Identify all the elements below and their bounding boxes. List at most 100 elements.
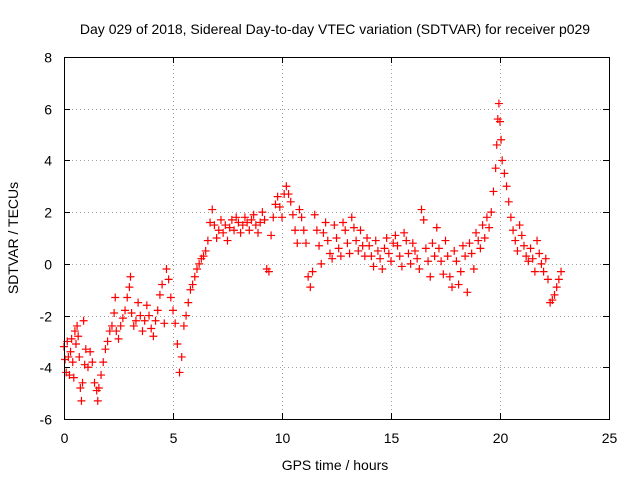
- y-tick-label: 4: [44, 153, 52, 169]
- data-point: [352, 236, 361, 245]
- data-point: [271, 200, 280, 209]
- data-point: [504, 197, 513, 206]
- data-point: [278, 213, 286, 222]
- data-point: [384, 249, 393, 258]
- y-tick-label: -4: [40, 360, 53, 376]
- y-tick-label: -6: [40, 412, 53, 428]
- y-tick-label: 0: [44, 257, 52, 273]
- data-point: [236, 228, 245, 237]
- data-point: [155, 290, 164, 299]
- data-point: [240, 213, 249, 222]
- data-point: [291, 226, 300, 235]
- data-point: [247, 215, 256, 224]
- data-point: [88, 358, 97, 367]
- data-point: [343, 239, 352, 248]
- data-point: [199, 252, 208, 261]
- data-point: [69, 373, 78, 382]
- data-point: [535, 249, 544, 258]
- data-point: [312, 226, 321, 235]
- data-point: [216, 215, 225, 224]
- data-point: [79, 316, 88, 325]
- data-point: [537, 259, 546, 268]
- data-point: [65, 371, 74, 380]
- data-point: [330, 221, 339, 230]
- data-point: [502, 182, 511, 191]
- data-point: [201, 246, 210, 255]
- data-point: [306, 283, 315, 292]
- data-point: [251, 221, 260, 230]
- data-point: [90, 378, 99, 387]
- data-point: [492, 140, 501, 149]
- data-point: [526, 244, 535, 253]
- data-point: [365, 241, 374, 250]
- data-point: [184, 298, 193, 307]
- data-point: [299, 226, 308, 235]
- data-point: [363, 234, 372, 242]
- data-point: [74, 332, 83, 341]
- data-point: [68, 358, 77, 367]
- data-point: [509, 226, 518, 235]
- data-point: [67, 334, 76, 343]
- data-point: [356, 226, 365, 235]
- data-point: [151, 316, 160, 325]
- data-point: [498, 156, 507, 165]
- data-point: [149, 332, 158, 341]
- data-point: [173, 340, 182, 349]
- data-point: [321, 218, 330, 227]
- data-point: [480, 234, 489, 242]
- data-point: [269, 213, 278, 222]
- data-point: [114, 334, 123, 343]
- data-point: [210, 221, 219, 230]
- data-point: [369, 262, 378, 271]
- data-point: [71, 340, 80, 349]
- data-point: [140, 316, 149, 325]
- data-point: [112, 327, 121, 336]
- data-point: [404, 249, 413, 258]
- data-point: [267, 231, 276, 240]
- data-point: [145, 311, 154, 320]
- data-point: [86, 347, 95, 356]
- data-point: [519, 241, 528, 250]
- data-point: [367, 252, 376, 261]
- data-point: [463, 288, 472, 297]
- data-point: [238, 221, 247, 230]
- y-tick-label: -2: [40, 309, 53, 325]
- data-point: [376, 254, 385, 263]
- data-point: [400, 228, 409, 237]
- data-point: [275, 202, 284, 211]
- data-point: [441, 236, 450, 245]
- data-point: [465, 239, 474, 248]
- data-point: [136, 311, 145, 320]
- data-point: [448, 283, 457, 292]
- data-point: [528, 254, 537, 263]
- data-point: [469, 265, 478, 274]
- data-point: [476, 244, 485, 253]
- plot-frame: [64, 57, 610, 420]
- data-point: [461, 252, 470, 261]
- data-point: [413, 254, 422, 263]
- data-point: [332, 234, 341, 242]
- data-point: [264, 267, 273, 276]
- data-point: [408, 239, 417, 248]
- data-point: [76, 383, 85, 392]
- data-point: [541, 254, 550, 263]
- data-point: [188, 280, 197, 289]
- data-point: [256, 218, 265, 227]
- data-point: [107, 321, 116, 330]
- y-tick-label: 6: [44, 102, 52, 118]
- data-point: [111, 293, 120, 302]
- data-point: [428, 239, 437, 248]
- x-tick-label: 5: [170, 430, 178, 446]
- data-point: [482, 213, 491, 222]
- data-point: [339, 218, 348, 227]
- data-point: [81, 345, 90, 354]
- data-point: [334, 244, 343, 253]
- data-point: [417, 205, 426, 214]
- data-point: [179, 321, 188, 330]
- data-point: [489, 187, 498, 196]
- data-point: [83, 363, 92, 372]
- data-point: [286, 197, 295, 206]
- data-point: [522, 252, 531, 261]
- data-point: [517, 231, 526, 240]
- data-point: [258, 208, 267, 217]
